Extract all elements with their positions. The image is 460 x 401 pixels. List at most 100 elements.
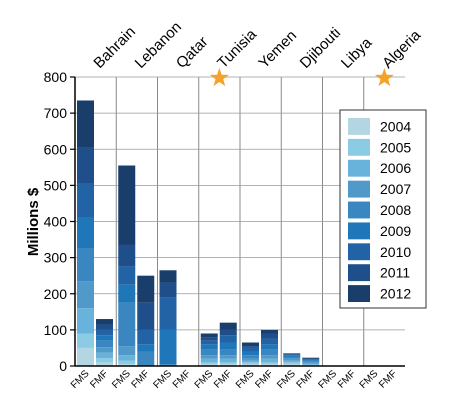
x-category-label-fms: FMS xyxy=(358,368,381,391)
y-tick-label: 100 xyxy=(44,322,68,338)
bar-segment-lebanon-fms-2011 xyxy=(118,244,136,267)
bar-segment-bahrain-fmf-2011 xyxy=(96,324,113,330)
legend-label-2007: 2007 xyxy=(380,181,411,197)
bar-segment-bahrain-fmf-2012 xyxy=(96,319,113,325)
bar-segment-lebanon-fms-2010 xyxy=(118,266,136,285)
stars xyxy=(209,68,394,87)
bar-segment-tunisia-fms-2012 xyxy=(200,333,218,338)
bar-segment-lebanon-fmf-2008 xyxy=(137,351,155,366)
bar-segment-tunisia-fms-2011 xyxy=(200,337,218,341)
bar-segment-lebanon-fms-2012 xyxy=(118,165,136,245)
bar-segment-djibouti-fms-2007 xyxy=(283,358,301,361)
bar-segment-lebanon-fms-2009 xyxy=(118,284,136,303)
bar-segment-tunisia-fmf-2007 xyxy=(219,355,237,359)
bar-segment-yemen-fmf-2007 xyxy=(261,355,278,359)
y-tick-label: 300 xyxy=(44,250,68,266)
bar-segment-djibouti-fms-2012 xyxy=(283,353,301,355)
bar-segment-tunisia-fms-2007 xyxy=(200,355,218,359)
legend: 2004 2005 2006 2007 2008 2009 2010 2011 2012 xyxy=(339,109,427,309)
bar-segment-djibouti-fmf-2010 xyxy=(302,359,320,361)
bar-segment-yemen-fmf-2006 xyxy=(261,358,278,363)
bar-segment-djibouti-fmf-2008 xyxy=(302,361,320,363)
y-tick-label: 600 xyxy=(44,141,68,157)
bar-segment-tunisia-fms-2009 xyxy=(200,344,218,350)
bar-segment-yemen-fms-2012 xyxy=(242,342,259,347)
bar-segment-lebanon-fms-2004 xyxy=(118,364,136,366)
legend-label-2006: 2006 xyxy=(380,160,411,176)
bar-segment-qatar-fms-2008 xyxy=(159,364,177,366)
bar-segment-qatar-fms-2011 xyxy=(159,282,177,298)
bar-segment-yemen-fms-2009 xyxy=(242,351,259,356)
bar-segment-djibouti-fms-2005 xyxy=(283,362,301,365)
y-tick-label: 400 xyxy=(44,214,68,230)
bar-segment-djibouti-fms-2004 xyxy=(283,364,301,366)
bar-segment-tunisia-fmf-2004 xyxy=(219,364,237,366)
bar-segment-tunisia-fms-2005 xyxy=(200,362,218,365)
bar-segment-tunisia-fmf-2009 xyxy=(219,342,237,350)
bar-segment-bahrain-fms-2004 xyxy=(77,347,94,366)
bar-segment-yemen-fmf-2009 xyxy=(261,344,278,350)
bar-segment-bahrain-fms-2009 xyxy=(77,217,94,249)
legend-swatch-2010 xyxy=(348,243,370,261)
bar-segment-tunisia-fmf-2006 xyxy=(219,358,237,363)
bar-segment-yemen-fmf-2008 xyxy=(261,349,278,356)
x-category-label-fmf: FMF xyxy=(212,368,234,390)
bar-segment-bahrain-fms-2010 xyxy=(77,183,94,218)
bar-segment-djibouti-fms-2008 xyxy=(283,356,301,359)
bar-segment-bahrain-fms-2005 xyxy=(77,333,94,348)
bar-segment-yemen-fmf-2010 xyxy=(261,338,278,345)
bar-segment-yemen-fmf-2004 xyxy=(261,364,278,366)
legend-label-2009: 2009 xyxy=(380,223,411,239)
bar-segment-bahrain-fms-2011 xyxy=(77,147,94,184)
x-category-label-fms: FMS xyxy=(151,368,174,391)
bar-segment-lebanon-fms-2005 xyxy=(118,360,136,365)
legend-label-2004: 2004 xyxy=(380,118,411,134)
bar-segment-djibouti-fmf-2005 xyxy=(302,364,320,366)
country-label-qatar: Qatar xyxy=(173,33,212,72)
x-category-label-fmf: FMF xyxy=(336,368,358,390)
x-category-label-fmf: FMF xyxy=(377,368,399,390)
legend-swatch-2011 xyxy=(348,264,370,282)
x-category-label-fms: FMS xyxy=(275,368,298,391)
legend-swatch-2012 xyxy=(348,285,370,302)
y-axis-label: Millions $ xyxy=(25,187,42,256)
bar-segment-tunisia-fms-2010 xyxy=(200,340,218,345)
x-category-label-fms: FMS xyxy=(193,368,216,391)
bar-segment-tunisia-fmf-2011 xyxy=(219,329,237,336)
x-category-label-fmf: FMF xyxy=(295,368,317,390)
bar-segment-bahrain-fms-2012 xyxy=(77,100,94,148)
bar-segment-bahrain-fmf-2005 xyxy=(96,358,113,363)
x-category-label-fms: FMS xyxy=(110,368,133,391)
bar-segment-djibouti-fmf-2006 xyxy=(302,363,320,365)
bar-segment-lebanon-fmf-2012 xyxy=(137,275,155,303)
bar-segment-yemen-fmf-2012 xyxy=(261,329,278,334)
country-label-tunisia: Tunisia xyxy=(214,26,260,72)
bar-segment-tunisia-fms-2006 xyxy=(200,358,218,363)
bar-segment-lebanon-fmf-2010 xyxy=(137,329,155,345)
legend-swatch-2004 xyxy=(348,118,370,135)
legend-swatch-2007 xyxy=(348,180,370,198)
bar-segment-lebanon-fmf-2009 xyxy=(137,344,155,352)
legend-swatch-2006 xyxy=(348,159,370,177)
y-tick-labels: 0 100 200 300 400 500 600 700 800 xyxy=(44,69,68,374)
country-label-djibouti: Djibouti xyxy=(297,24,344,71)
legend-label-2010: 2010 xyxy=(380,244,411,260)
bar-segment-qatar-fms-2009 xyxy=(159,329,177,365)
x-category-label-fmf: FMF xyxy=(88,368,110,390)
bar-segment-lebanon-fmf-2011 xyxy=(137,302,155,330)
bar-segment-bahrain-fmf-2004 xyxy=(96,362,113,366)
axes xyxy=(70,76,405,367)
bar-segment-yemen-fms-2004 xyxy=(242,364,259,366)
country-label-bahrain: Bahrain xyxy=(90,23,139,72)
bar-segment-djibouti-fmf-2012 xyxy=(302,357,320,359)
y-tick-label: 700 xyxy=(44,105,68,121)
legend-label-2005: 2005 xyxy=(380,139,411,155)
y-tick-label: 200 xyxy=(44,286,68,302)
legend-swatch-2008 xyxy=(348,201,370,219)
bar-segment-tunisia-fms-2008 xyxy=(200,349,218,356)
bar-segment-djibouti-fms-2010 xyxy=(283,354,301,356)
y-tick-label: 800 xyxy=(44,69,68,85)
bar-segment-yemen-fms-2011 xyxy=(242,346,259,348)
